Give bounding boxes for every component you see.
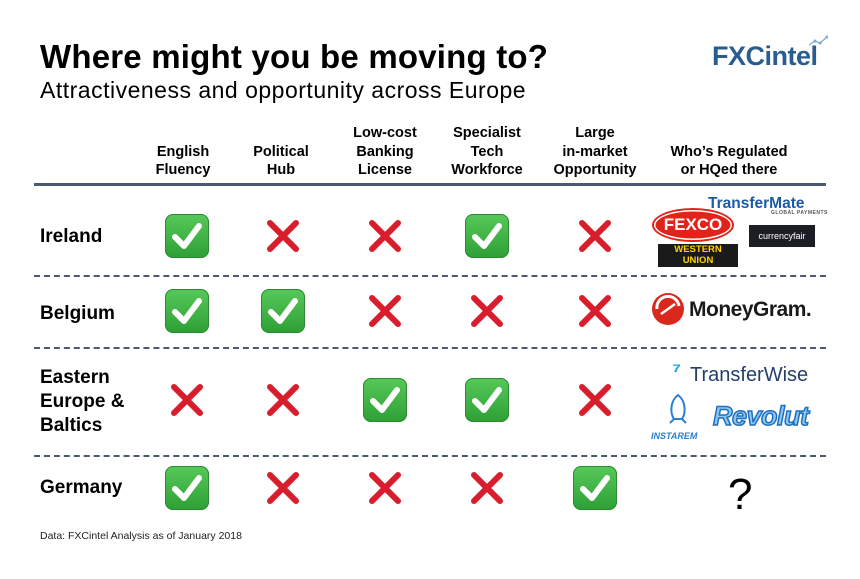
check-mark-icon — [165, 214, 209, 258]
instarem-rocket-icon — [669, 393, 687, 424]
check-mark-icon — [573, 466, 617, 510]
cross-mark-icon — [261, 466, 305, 510]
cross-mark-icon — [363, 466, 407, 510]
row-divider — [34, 275, 826, 277]
brand-transfermate: TransferMate — [708, 195, 805, 212]
row-divider — [34, 347, 826, 349]
column-header-political: Political Hub — [253, 143, 309, 179]
column-header-regulated: Who’s Regulated or HQed there — [670, 143, 788, 179]
fxcintel-logo: FXCintel — [712, 35, 828, 72]
row-divider — [34, 455, 826, 457]
brand-moneygram: MoneyGram. — [651, 290, 823, 330]
brand-revolut: Revolut — [712, 400, 810, 432]
column-header-tech: Specialist Tech Workforce — [451, 125, 523, 178]
check-mark-icon — [363, 378, 407, 422]
brand-transfermate-tagline: GLOBAL PAYMENTS — [771, 210, 828, 216]
cross-mark-icon — [465, 289, 509, 333]
column-header-banking: Low-cost Banking License — [353, 125, 417, 178]
unknown-regulator-question: ? — [728, 470, 753, 519]
row-label-ireland: Ireland — [40, 226, 103, 247]
brand-instarem: INSTAREM — [650, 393, 706, 443]
cross-mark-icon — [261, 378, 305, 422]
cross-mark-icon — [573, 214, 617, 258]
cross-mark-icon — [261, 214, 305, 258]
page-title: Where might you be moving to? — [40, 38, 549, 75]
footnote: Data: FXCintel Analysis as of January 20… — [40, 530, 242, 542]
row-label-eastern-europe: Eastern Europe & Baltics — [40, 367, 125, 436]
transferwise-flag-icon: ⁷ — [672, 358, 682, 383]
check-mark-icon — [465, 378, 509, 422]
cross-mark-icon — [573, 289, 617, 333]
cross-mark-icon — [573, 378, 617, 422]
check-mark-icon — [165, 289, 209, 333]
header-rule — [34, 183, 826, 186]
column-header-english: English Fluency — [155, 143, 211, 179]
check-mark-icon — [465, 214, 509, 258]
row-label-germany: Germany — [40, 477, 123, 498]
check-mark-icon — [165, 466, 209, 510]
row-label-belgium: Belgium — [40, 303, 115, 324]
cross-mark-icon — [363, 289, 407, 333]
brand-currencyfair: currencyfair — [749, 225, 815, 247]
brand-western-union: WESTERN UNION — [658, 244, 738, 267]
column-header-opportunity: Large in-market Opportunity — [553, 125, 637, 178]
cross-mark-icon — [165, 378, 209, 422]
brand-fexco: FEXCO — [654, 210, 732, 240]
page-subtitle: Attractiveness and opportunity across Eu… — [40, 77, 527, 103]
check-mark-icon — [261, 289, 305, 333]
logo-dots-icon — [808, 35, 828, 46]
moneygram-globe-icon — [652, 293, 684, 325]
cross-mark-icon — [363, 214, 407, 258]
cross-mark-icon — [465, 466, 509, 510]
